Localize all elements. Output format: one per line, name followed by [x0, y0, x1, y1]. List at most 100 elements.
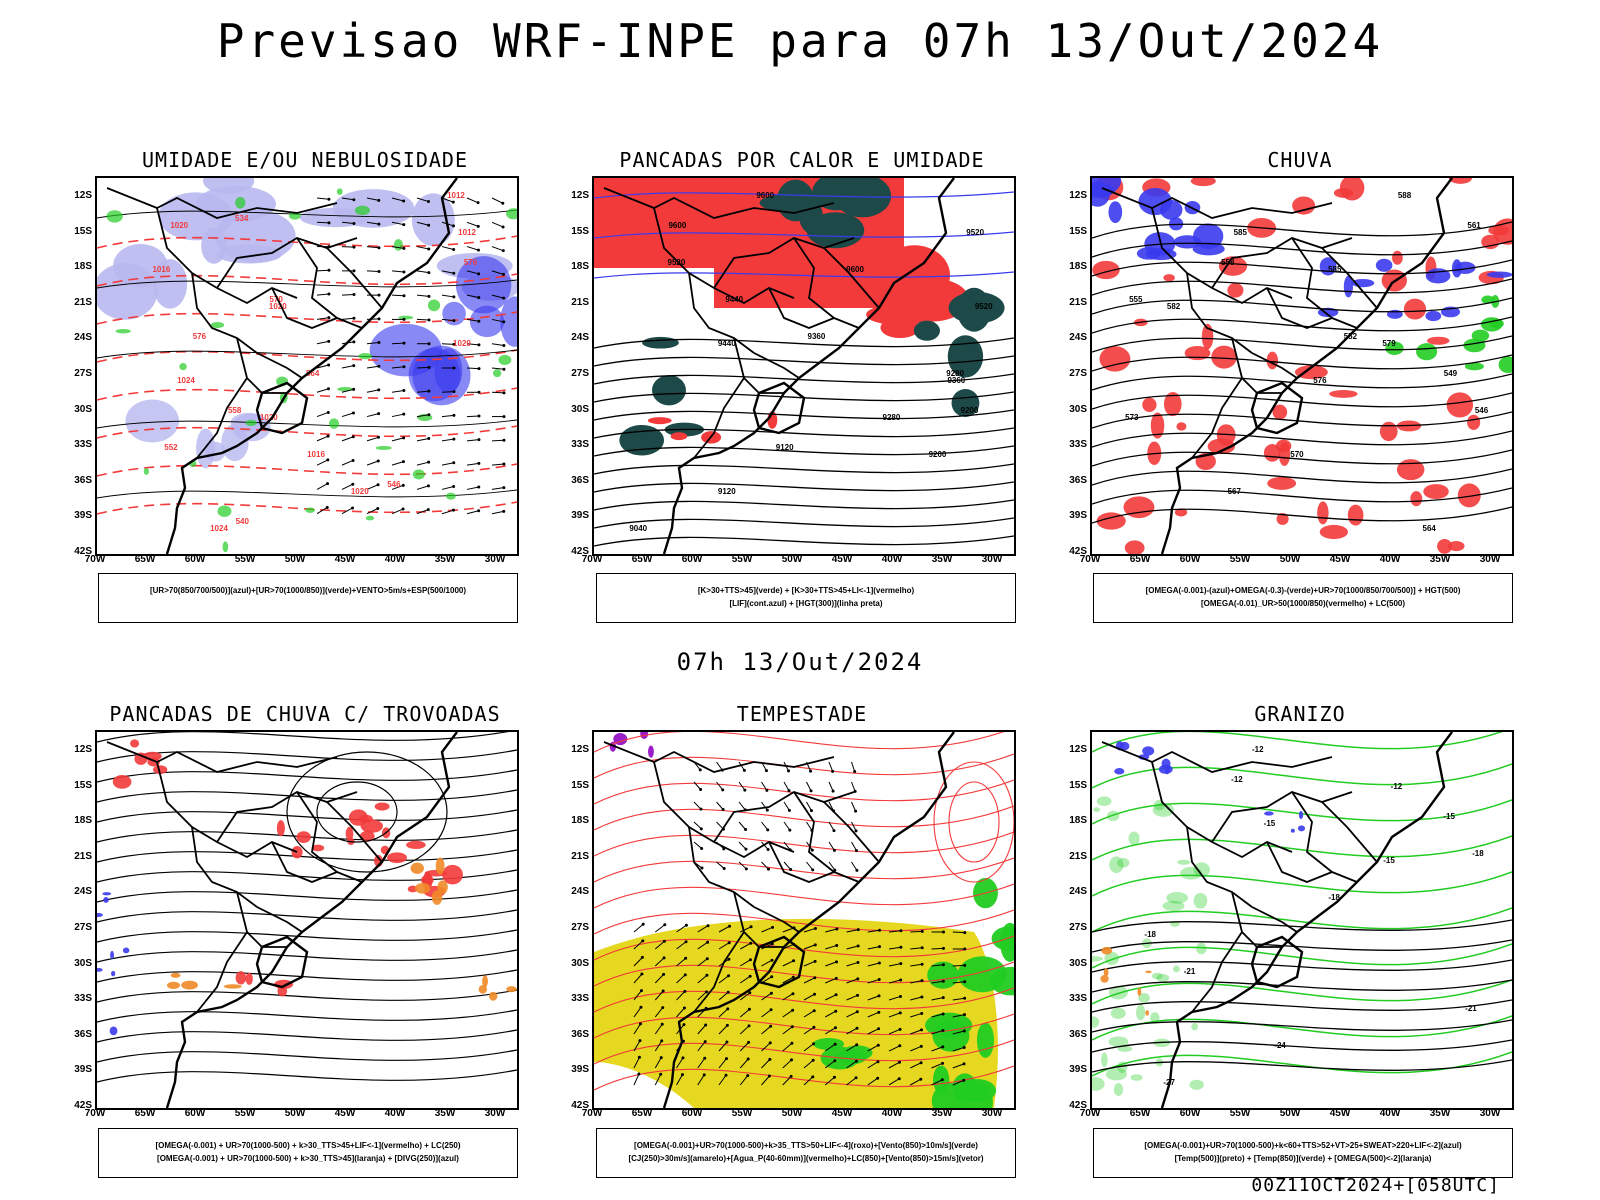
wind-vector	[491, 197, 505, 205]
wind-vector	[676, 1006, 686, 1018]
contour-line	[594, 337, 1014, 349]
wind-vector	[693, 781, 703, 792]
wind-vector	[633, 955, 644, 967]
wind-vector	[952, 1029, 966, 1035]
latitude-tick-label: 24S	[1069, 886, 1087, 898]
wind-vector	[491, 343, 506, 348]
state-border	[733, 891, 784, 948]
wind-vector	[888, 978, 903, 984]
contour-line	[594, 961, 1014, 987]
wind-vector	[910, 1028, 924, 1035]
wind-vector	[491, 246, 505, 253]
wind-vector	[633, 1005, 643, 1018]
contour-label: 564	[1423, 524, 1437, 533]
latitude-tick-label: 39S	[74, 510, 92, 522]
longitude-tick-label: 40W	[384, 1108, 406, 1119]
wind-vector	[867, 1043, 880, 1052]
latitude-tick-label: 39S	[74, 1064, 92, 1076]
wind-vector	[341, 197, 356, 202]
wind-vector	[366, 483, 380, 490]
shaded-area	[442, 301, 466, 326]
contour-label: -21	[1465, 1004, 1477, 1013]
wind-vector	[803, 926, 817, 933]
longitude-tick-label: 65W	[631, 554, 653, 565]
shaded-area	[374, 802, 390, 811]
shaded-area	[1137, 987, 1142, 996]
state-border	[1231, 891, 1282, 948]
panel-title: GRANIZO	[1254, 702, 1346, 726]
shaded-area	[1184, 345, 1211, 361]
contour-label: 9360	[808, 332, 826, 341]
contour-label: 549	[1444, 369, 1458, 378]
shaded-area	[311, 844, 325, 852]
wind-vector	[783, 781, 791, 793]
shaded-area	[97, 967, 103, 972]
latitude-tick-label: 27S	[74, 922, 92, 933]
shaded-area	[648, 745, 654, 758]
contour-line	[933, 761, 1014, 883]
wind-vector	[676, 940, 688, 950]
map-canvas: 1012 1012 1016 1020 1020 1024 1020 1016 1020 1024…	[95, 176, 519, 556]
shaded-area	[1117, 857, 1130, 868]
wind-vector	[910, 1061, 923, 1069]
contour-label: 540	[236, 517, 250, 526]
longitude-tick-label: 65W	[631, 1108, 653, 1119]
wind-vector	[761, 958, 774, 967]
wind-vector	[851, 861, 859, 872]
wind-vector	[697, 1040, 707, 1052]
latitude-tick-label: 39S	[571, 510, 589, 522]
shaded-area	[1276, 513, 1289, 525]
latitude-tick-label: 33S	[74, 993, 92, 1005]
contour-label: 570	[1290, 450, 1304, 459]
wind-vector	[341, 364, 356, 369]
contour-line	[1092, 449, 1512, 467]
wind-vector	[761, 781, 769, 792]
wind-vector	[846, 977, 860, 984]
contour-label: 1020	[170, 221, 188, 230]
wind-vector	[416, 318, 431, 322]
latitude-tick-label: 15S	[571, 779, 589, 791]
wind-vector	[697, 973, 709, 984]
wind-vector	[718, 1007, 730, 1018]
shaded-area	[1152, 802, 1175, 817]
state-border	[1291, 237, 1333, 319]
wind-vector	[676, 1073, 684, 1086]
wind-vector	[825, 943, 839, 950]
wind-vector	[739, 1024, 751, 1035]
contour-line	[97, 969, 517, 983]
contour-line	[97, 1029, 517, 1043]
contour-line	[1092, 939, 1512, 953]
wind-vector	[693, 801, 703, 811]
wind-vector	[391, 412, 406, 418]
wind-vector	[391, 270, 406, 274]
longitude-tick-label: 60W	[184, 1108, 206, 1119]
contour-label: 573	[1125, 413, 1139, 422]
wind-vector	[441, 484, 456, 490]
state-border	[1101, 741, 1333, 773]
shaded-area	[122, 947, 130, 954]
contour-line	[1092, 278, 1512, 296]
wind-vector	[654, 1072, 663, 1086]
longitude-tick-label: 70W	[84, 554, 106, 565]
shaded-area	[1275, 439, 1292, 453]
wind-vector	[633, 1039, 642, 1052]
shaded-area	[1142, 397, 1157, 412]
wind-vector	[803, 1009, 816, 1018]
shaded-area	[965, 1082, 993, 1108]
longitude-tick-label: 30W	[484, 554, 506, 565]
contour-line	[1092, 979, 1512, 1005]
longitude-tick-label: 30W	[981, 1108, 1003, 1119]
wind-vector	[761, 991, 773, 1001]
wind-vector	[441, 342, 456, 346]
contour-label: 534	[235, 214, 249, 223]
shaded-area	[948, 291, 1005, 324]
wind-vector	[803, 959, 817, 967]
longitude-tick-label: 60W	[184, 554, 206, 565]
wind-vector	[316, 339, 331, 345]
contour-line	[97, 279, 517, 289]
wind-vector	[341, 411, 355, 418]
contour-label: 9360	[947, 376, 965, 385]
state-border	[196, 931, 248, 1013]
contour-line	[97, 809, 517, 823]
shaded-area	[1211, 345, 1237, 369]
